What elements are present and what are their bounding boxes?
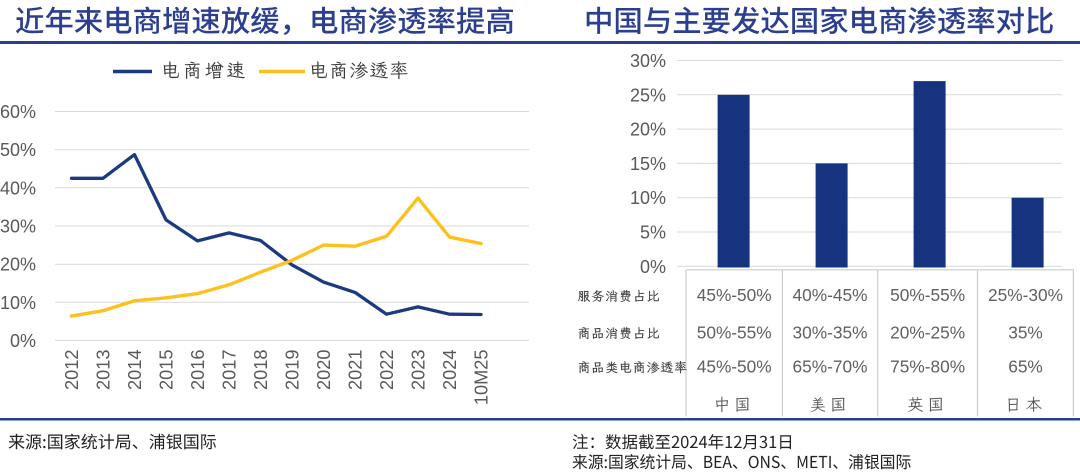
svg-text:2014: 2014: [125, 350, 145, 390]
svg-text:25%-30%: 25%-30%: [988, 285, 1063, 305]
svg-text:45%-50%: 45%-50%: [697, 285, 772, 305]
svg-text:0%: 0%: [640, 257, 666, 277]
svg-text:30%: 30%: [0, 217, 36, 237]
svg-text:2024: 2024: [440, 350, 460, 390]
svg-text:30%: 30%: [630, 51, 666, 71]
svg-text:10M25: 10M25: [472, 350, 492, 406]
svg-text:2022: 2022: [377, 350, 397, 390]
svg-text:2023: 2023: [409, 350, 429, 390]
svg-text:2021: 2021: [346, 350, 366, 390]
svg-text:65%: 65%: [1008, 357, 1043, 377]
svg-text:2018: 2018: [251, 350, 271, 390]
svg-text:30%-35%: 30%-35%: [793, 322, 868, 342]
svg-text:2017: 2017: [220, 350, 240, 390]
svg-text:60%: 60%: [0, 102, 36, 122]
svg-text:50%-55%: 50%-55%: [697, 322, 772, 342]
svg-text:50%: 50%: [0, 140, 36, 160]
svg-text:40%-45%: 40%-45%: [793, 285, 868, 305]
svg-text:2015: 2015: [157, 350, 177, 390]
svg-text:2013: 2013: [94, 350, 114, 390]
svg-text:2012: 2012: [62, 350, 82, 390]
svg-text:0%: 0%: [10, 331, 36, 351]
svg-text:75%-80%: 75%-80%: [890, 357, 965, 377]
svg-text:2016: 2016: [188, 350, 208, 390]
svg-text:40%: 40%: [0, 178, 36, 198]
svg-text:20%: 20%: [0, 255, 36, 275]
svg-text:45%-50%: 45%-50%: [697, 357, 772, 377]
svg-text:2019: 2019: [283, 350, 303, 390]
svg-text:5%: 5%: [640, 223, 666, 243]
svg-text:20%-25%: 20%-25%: [890, 322, 965, 342]
svg-text:35%: 35%: [1008, 322, 1043, 342]
svg-text:20%: 20%: [630, 120, 666, 140]
svg-text:2020: 2020: [314, 350, 334, 390]
svg-text:10%: 10%: [630, 188, 666, 208]
svg-text:50%-55%: 50%-55%: [890, 285, 965, 305]
svg-text:15%: 15%: [630, 154, 666, 174]
svg-text:10%: 10%: [0, 293, 36, 313]
svg-text:65%-70%: 65%-70%: [793, 357, 868, 377]
svg-text:25%: 25%: [630, 85, 666, 105]
